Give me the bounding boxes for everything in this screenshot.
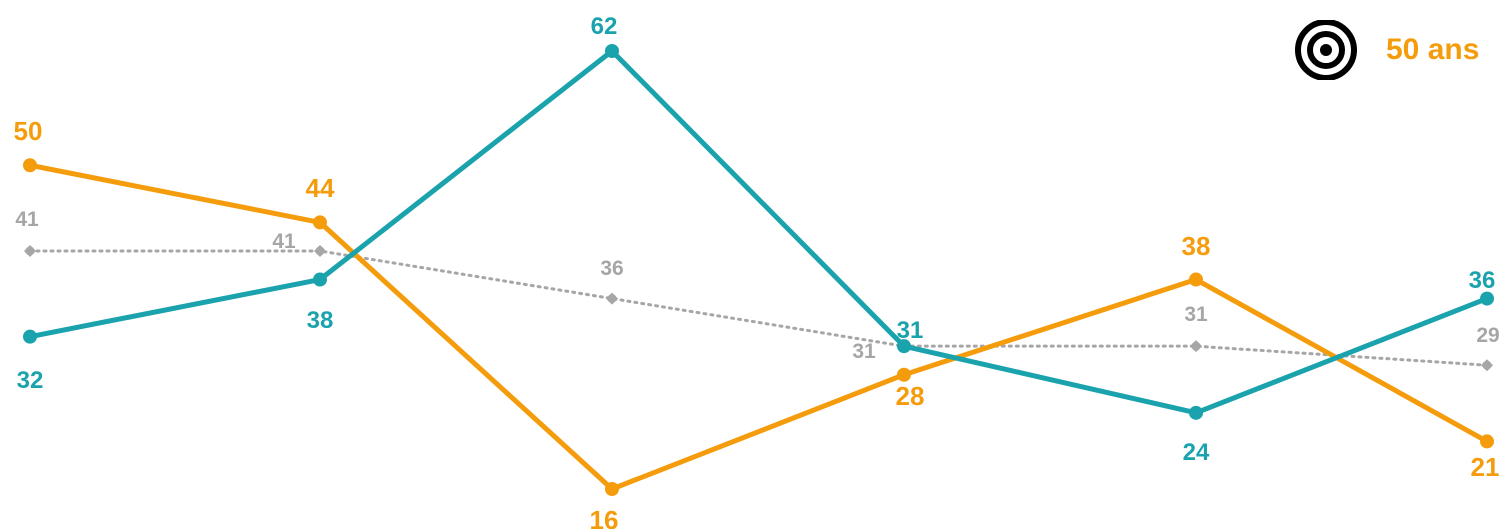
data-label-teal-1: 38: [307, 307, 334, 334]
data-label-gray-0: 41: [15, 208, 39, 231]
series-line-teal: [27, 48, 1490, 416]
data-label-orange-1: 44: [306, 173, 335, 203]
point-teal-3: [897, 339, 911, 354]
data-label-orange-4: 38: [1182, 231, 1211, 261]
data-label-orange-3: 28: [896, 381, 925, 411]
point-core-gray-1: [315, 246, 325, 256]
point-core-gray-5: [1482, 360, 1492, 370]
series-line-gray: [28, 249, 1489, 367]
series-line-orange: [27, 162, 1490, 492]
data-label-teal-4: 24: [1183, 439, 1210, 466]
point-orange-2: [605, 482, 619, 496]
data-label-gray-2: 36: [600, 257, 623, 280]
point-orange-3: [897, 367, 911, 382]
point-orange-1: [313, 215, 327, 230]
point-orange-5: [1480, 434, 1494, 449]
data-label-orange-5: 21: [1471, 452, 1500, 482]
point-teal-1: [313, 272, 327, 287]
point-core-gray-0: [25, 246, 35, 256]
data-label-orange-0: 50: [14, 116, 43, 146]
legend: 50 ans: [1294, 20, 1501, 80]
point-teal-4: [1189, 405, 1203, 420]
point-orange-4: [1189, 272, 1203, 287]
data-label-gray-4: 31: [1184, 303, 1208, 326]
point-core-gray-4: [1191, 341, 1201, 351]
point-teal-5: [1480, 291, 1494, 306]
data-label-teal-3: 31: [897, 317, 924, 344]
data-label-orange-2: 16: [590, 505, 619, 529]
data-label-teal-5: 36: [1469, 267, 1496, 294]
point-teal-0: [23, 329, 37, 344]
point-teal-2: [605, 44, 619, 58]
data-label-gray-5: 29: [1476, 324, 1499, 347]
legend-label: 50 ans: [1386, 33, 1480, 66]
data-label-teal-0: 32: [17, 367, 44, 394]
point-orange-0: [23, 158, 37, 173]
point-core-gray-2: [607, 294, 617, 304]
data-label-teal-2: 62: [591, 13, 618, 40]
data-label-gray-3: 31: [852, 340, 876, 363]
data-label-gray-1: 41: [272, 230, 296, 253]
target-icon: [1295, 20, 1357, 80]
